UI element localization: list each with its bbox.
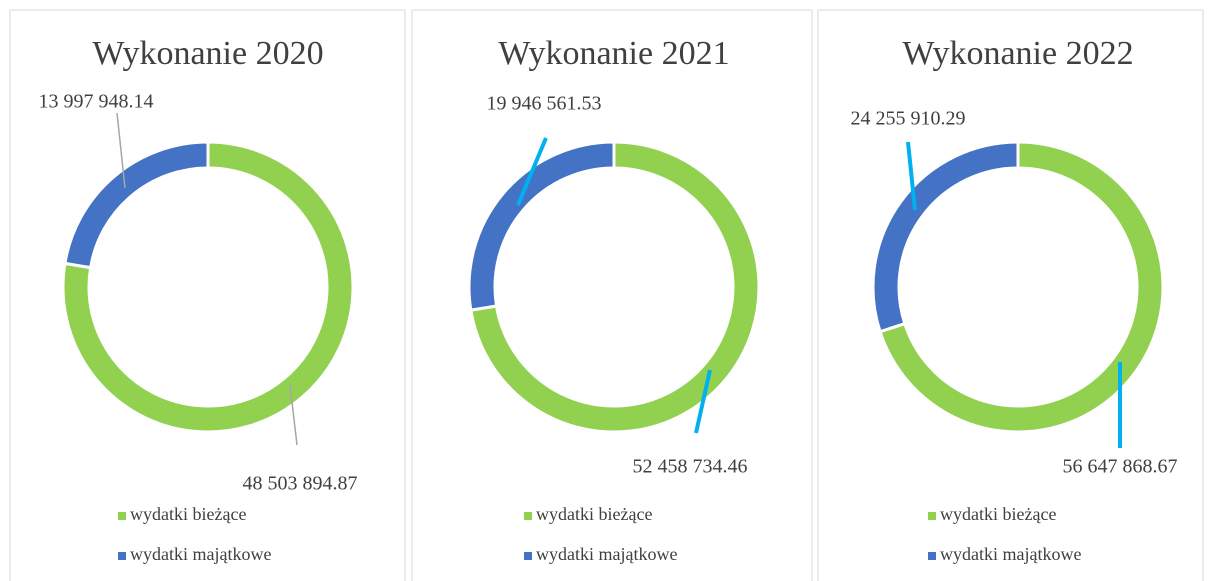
data-label: 48 503 894.87 xyxy=(243,473,358,495)
donut-segment xyxy=(878,140,1165,434)
legend-label: wydatki bieżące xyxy=(130,504,246,524)
chart-title: Wykonanie 2020 xyxy=(92,35,323,72)
legend-marker xyxy=(524,512,532,520)
chart-title: Wykonanie 2022 xyxy=(902,35,1133,72)
donut-segment xyxy=(467,140,616,312)
data-label: 52 458 734.46 xyxy=(633,456,748,478)
legend-label: wydatki majątkowe xyxy=(536,544,677,564)
legend-label: wydatki majątkowe xyxy=(940,544,1081,564)
legend-marker xyxy=(524,552,532,560)
legend-marker xyxy=(928,512,936,520)
legend-marker xyxy=(118,512,126,520)
leader-line xyxy=(906,141,917,211)
donut-segment xyxy=(61,140,355,434)
leader-line xyxy=(116,112,126,189)
panel xyxy=(9,9,406,581)
leader-line xyxy=(694,369,712,434)
data-label: 19 946 561.53 xyxy=(487,93,602,115)
legend-label: wydatki majątkowe xyxy=(130,544,271,564)
donut-segment xyxy=(871,140,1020,334)
chart-title: Wykonanie 2021 xyxy=(498,35,729,72)
panel xyxy=(411,9,813,581)
donut-segment xyxy=(63,140,210,270)
leader-line xyxy=(516,137,548,206)
panel xyxy=(817,9,1204,581)
donut-segment xyxy=(469,140,761,434)
data-label: 24 255 910.29 xyxy=(851,108,966,130)
legend-label: wydatki bieżące xyxy=(940,504,1056,524)
legend-marker xyxy=(118,552,126,560)
data-label: 13 997 948.14 xyxy=(39,91,154,113)
legend-label: wydatki bieżące xyxy=(536,504,652,524)
legend-marker xyxy=(928,552,936,560)
data-label: 56 647 868.67 xyxy=(1063,456,1178,478)
leader-line xyxy=(289,384,298,446)
